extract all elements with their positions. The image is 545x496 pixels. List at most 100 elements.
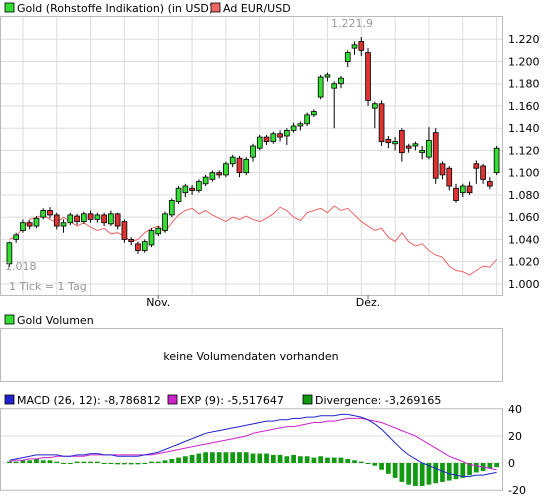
candle-down <box>399 128 405 162</box>
divergence-bar <box>487 463 493 469</box>
candle-up <box>250 143 256 162</box>
divergence-bar <box>88 461 93 463</box>
candle-down <box>26 220 33 230</box>
candle-up <box>344 50 351 68</box>
divergence-bar <box>385 463 391 474</box>
divergence-bar <box>406 463 412 485</box>
candle-body <box>108 213 114 225</box>
macd-ytick-label: 0 <box>508 457 515 470</box>
macd-lines <box>9 413 497 477</box>
macd-ytick-label: 20 <box>508 430 522 443</box>
divergence-bar <box>182 456 188 463</box>
divergence-bar <box>352 460 357 463</box>
price-ytick-label: 1.020 <box>508 256 540 269</box>
divergence-bar <box>47 460 53 463</box>
price-xtick-label: Dez. <box>356 296 381 309</box>
candle-body <box>196 181 202 191</box>
candle-body <box>365 52 371 101</box>
divergence-bar <box>311 457 317 463</box>
candle-body <box>304 114 310 125</box>
candle-up <box>60 219 67 233</box>
divergence-bar <box>365 463 371 464</box>
divergence-bar <box>162 460 168 463</box>
divergence-bar <box>243 452 249 463</box>
candle-body <box>487 181 493 187</box>
candle-body <box>229 156 236 165</box>
candle-up <box>202 174 209 187</box>
candle-up <box>182 183 189 198</box>
divergence-bars <box>7 452 499 486</box>
candle-up <box>419 145 426 160</box>
macd-legend-swatch <box>4 394 15 405</box>
price-ytick-label: 1.140 <box>508 122 540 135</box>
candle-up <box>223 161 229 178</box>
macd-legend-label: MACD (26, 12): -8,786812 <box>17 394 161 407</box>
candle-body <box>168 200 175 216</box>
divergence-bar <box>494 463 499 468</box>
candle-body <box>324 74 331 78</box>
candle-body <box>223 163 229 176</box>
macd-ytick-label: 40 <box>508 403 522 416</box>
candle-down <box>128 237 135 245</box>
candle-up <box>324 72 331 82</box>
candle-up <box>270 131 277 144</box>
price-ytick-label: 1.200 <box>508 55 540 68</box>
divergence-bar <box>264 453 269 463</box>
price-y-axis: 1.000 1.020 1.040 1.060 1.080 1.100 1.120 1.140… <box>508 33 540 291</box>
candle-body <box>94 214 101 220</box>
divergence-bar <box>176 457 181 463</box>
divergence-bar <box>149 461 154 463</box>
divergence-bar <box>446 463 452 481</box>
divergence-bar <box>372 463 378 466</box>
candle-up <box>155 226 162 237</box>
candle-down <box>216 170 223 179</box>
candle-body <box>155 227 162 235</box>
divergence-bar <box>277 454 283 463</box>
candle-body <box>432 132 439 179</box>
candle-up <box>33 216 40 229</box>
candle-up <box>297 121 304 131</box>
candle-up <box>162 211 168 233</box>
price-ytick-label: 1.180 <box>508 78 540 91</box>
divergence-bar <box>230 452 236 463</box>
divergence-bar <box>169 458 175 463</box>
candle-up <box>426 127 432 160</box>
candle-down <box>405 143 412 153</box>
price-ytick-label: 1.040 <box>508 233 540 246</box>
candle-body <box>426 140 432 158</box>
divergence-bar <box>453 463 459 480</box>
candle-body <box>453 187 459 201</box>
divergence-bar <box>358 461 364 463</box>
candle-body <box>283 130 290 137</box>
candle-down <box>101 212 107 227</box>
candle-down <box>432 128 439 184</box>
divergence-bar <box>27 460 33 463</box>
candle-body <box>60 222 67 227</box>
candle-body <box>236 157 243 174</box>
candle-down <box>453 183 459 203</box>
candle-body <box>243 158 250 174</box>
candle-down <box>365 48 371 106</box>
candle-up <box>304 112 310 126</box>
divergence-bar <box>467 463 472 476</box>
divergence-bar <box>419 463 425 486</box>
candle-body <box>270 133 277 142</box>
divergence-bar <box>473 463 479 473</box>
divergence-bar <box>101 463 107 464</box>
candle-body <box>135 243 141 251</box>
candle-body <box>317 76 324 98</box>
divergence-bar <box>426 463 432 485</box>
gold-legend-swatch <box>4 2 15 13</box>
candle-body <box>121 221 128 240</box>
candle-up <box>311 109 317 118</box>
candle-down <box>53 212 60 230</box>
candle-body <box>128 238 135 243</box>
divergence-bar <box>331 457 337 463</box>
candle-body <box>101 214 107 224</box>
candle-body <box>13 234 19 240</box>
candle-up <box>290 122 297 133</box>
candle-body <box>256 136 263 149</box>
candle-body <box>209 172 216 180</box>
candle-down <box>189 184 195 195</box>
